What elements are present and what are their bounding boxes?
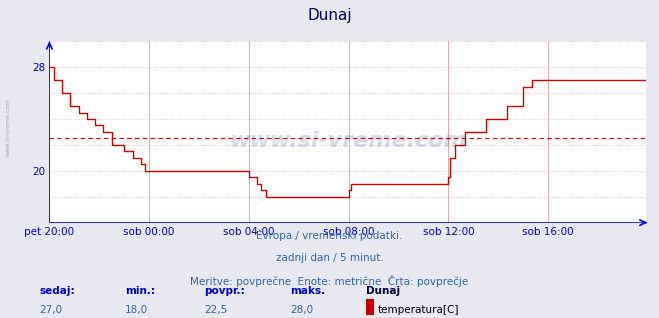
Text: 18,0: 18,0	[125, 305, 148, 315]
Text: zadnji dan / 5 minut.: zadnji dan / 5 minut.	[275, 253, 384, 263]
Text: povpr.:: povpr.:	[204, 286, 245, 296]
Text: maks.: maks.	[290, 286, 325, 296]
Text: 28,0: 28,0	[290, 305, 313, 315]
Text: Evropa / vremenski podatki.: Evropa / vremenski podatki.	[256, 231, 403, 240]
Text: min.:: min.:	[125, 286, 156, 296]
Text: www.si-vreme.com: www.si-vreme.com	[5, 97, 11, 157]
Text: 27,0: 27,0	[40, 305, 63, 315]
Text: Meritve: povprečne  Enote: metrične  Črta: povprečje: Meritve: povprečne Enote: metrične Črta:…	[190, 275, 469, 287]
Text: Dunaj: Dunaj	[307, 8, 352, 23]
Text: 22,5: 22,5	[204, 305, 227, 315]
Text: www.si-vreme.com: www.si-vreme.com	[229, 131, 467, 151]
Text: sedaj:: sedaj:	[40, 286, 75, 296]
Text: Dunaj: Dunaj	[366, 286, 400, 296]
Text: temperatura[C]: temperatura[C]	[378, 305, 459, 315]
